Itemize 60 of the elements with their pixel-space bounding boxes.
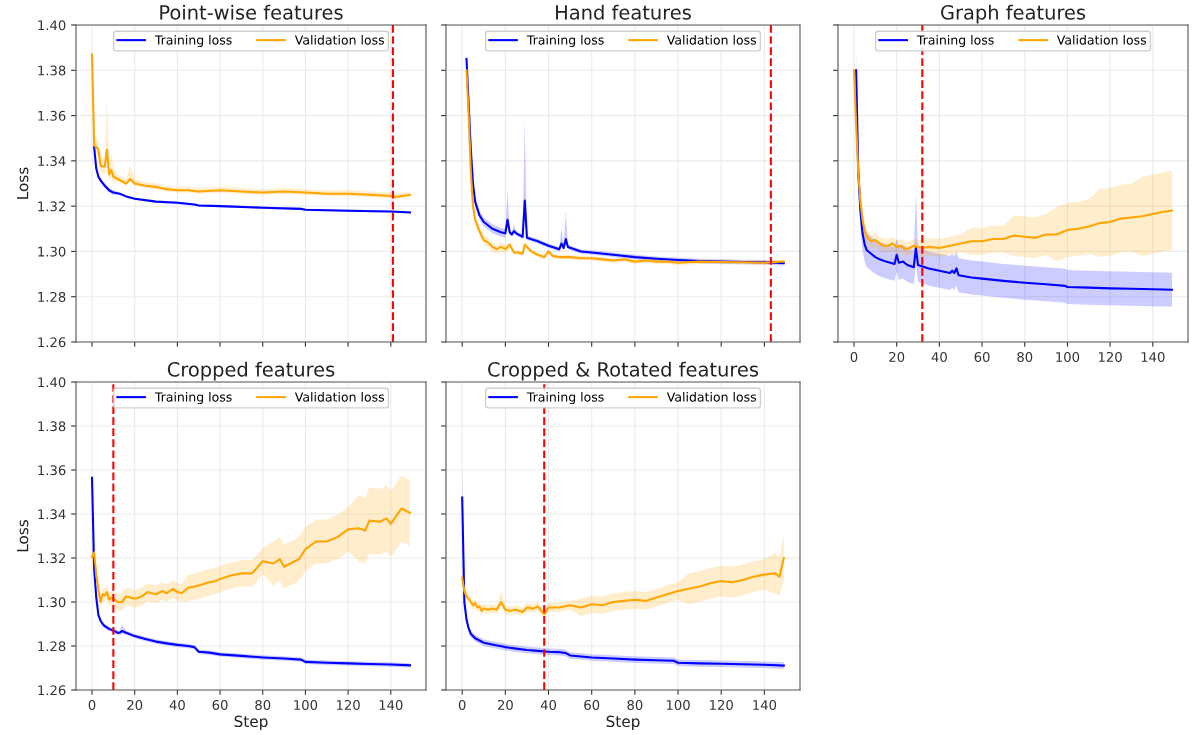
x-tick-label: 20 xyxy=(889,351,905,362)
x-tick-label: 60 xyxy=(584,699,600,710)
legend-label: Training loss xyxy=(916,35,994,48)
x-tick-label: 0 xyxy=(850,351,858,362)
x-tick-label: 20 xyxy=(497,699,513,710)
y-tick-label: 1.38 xyxy=(38,421,66,432)
y-tick-label: 1.28 xyxy=(38,641,66,652)
chart-title: Cropped & Rotated features xyxy=(488,361,759,381)
x-tick-label: 0 xyxy=(458,699,466,710)
y-axis-title: Loss xyxy=(17,167,29,199)
x-tick-label: 140 xyxy=(753,699,777,710)
legend-label: Validation loss xyxy=(294,392,385,402)
x-tick-label: 100 xyxy=(666,699,690,710)
y-axis-title: Loss xyxy=(17,519,29,552)
y-tick-label: 1.30 xyxy=(38,246,66,257)
y-tick-label: 1.36 xyxy=(38,465,66,476)
x-tick-label: 40 xyxy=(169,699,185,710)
x-tick-label: 140 xyxy=(1141,351,1165,362)
x-tick-label: 80 xyxy=(627,699,643,710)
x-tick-label: 120 xyxy=(1098,351,1122,362)
y-tick-label: 1.40 xyxy=(38,20,66,31)
legend-label: Training loss xyxy=(526,35,604,48)
x-tick-label: 80 xyxy=(255,699,271,710)
x-tick-label: 60 xyxy=(974,351,990,362)
y-tick-label: 1.32 xyxy=(38,201,65,212)
x-tick-label: 120 xyxy=(336,699,360,710)
y-tick-label: 1.36 xyxy=(38,110,66,121)
y-tick-label: 1.34 xyxy=(38,156,66,167)
x-tick-label: 40 xyxy=(931,351,947,362)
legend-label: Validation loss xyxy=(294,35,385,45)
chart-title: Graph features xyxy=(941,4,1086,24)
x-tick-label: 120 xyxy=(710,699,733,710)
y-tick-label: 1.34 xyxy=(38,509,66,520)
chart-title: Hand features xyxy=(556,4,691,20)
x-tick-label: 140 xyxy=(379,699,403,710)
x-tick-label: 80 xyxy=(1017,351,1033,362)
legend-label: Training loss xyxy=(154,392,232,405)
x-tick-label: 100 xyxy=(1056,351,1080,362)
x-axis-title: Step xyxy=(606,715,640,731)
y-tick-label: 1.38 xyxy=(38,65,66,76)
x-tick-label: 20 xyxy=(127,699,143,710)
legend-label: Training loss xyxy=(154,35,232,48)
x-tick-label: 40 xyxy=(540,699,557,710)
y-tick-label: 1.26 xyxy=(38,337,66,348)
y-tick-label: 1.26 xyxy=(38,685,66,696)
x-axis-title: Step xyxy=(234,715,268,731)
chart-title: Cropped features xyxy=(167,361,335,381)
legend-label: Validation loss xyxy=(666,392,757,402)
line-series xyxy=(90,507,412,604)
y-tick-label: 1.40 xyxy=(38,377,66,388)
y-tick-label: 1.28 xyxy=(38,291,66,302)
legend-label: Validation loss xyxy=(666,35,757,45)
x-tick-label: 0 xyxy=(88,699,96,710)
legend-label: Training loss xyxy=(526,392,604,405)
x-tick-label: 100 xyxy=(294,699,318,710)
legend-label: Validation loss xyxy=(1056,35,1147,45)
chart-title: Point-wise features xyxy=(160,4,343,20)
x-tick-label: 60 xyxy=(212,699,228,710)
y-tick-label: 1.32 xyxy=(38,553,65,564)
y-tick-label: 1.30 xyxy=(38,597,66,608)
